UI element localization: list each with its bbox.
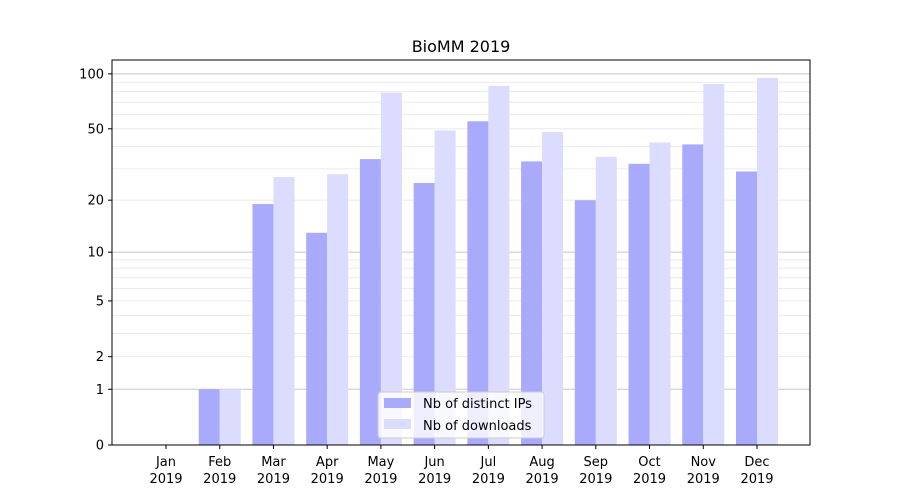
x-tick-label: Aug — [529, 455, 554, 470]
y-tick-label: 100 — [79, 67, 104, 82]
x-tick-label-year: 2019 — [740, 472, 773, 487]
bar-distinct-ips — [521, 161, 543, 445]
x-tick-label: Apr — [316, 455, 339, 470]
x-tick-label: Sep — [584, 455, 609, 470]
y-tick-label: 20 — [87, 194, 104, 209]
bar-downloads — [757, 77, 778, 445]
x-tick-label-year: 2019 — [579, 472, 612, 487]
x-tick-label-year: 2019 — [418, 472, 451, 487]
bar-distinct-ips — [306, 232, 328, 445]
x-tick-label: Jan — [155, 455, 176, 470]
y-tick-label: 2 — [96, 350, 104, 365]
bar-distinct-ips — [467, 121, 489, 445]
x-tick-label-year: 2019 — [149, 472, 182, 487]
x-tick-label-year: 2019 — [311, 472, 344, 487]
bar-distinct-ips — [252, 204, 274, 445]
x-tick-label: Jul — [480, 455, 497, 470]
x-tick-label-year: 2019 — [633, 472, 666, 487]
bar-distinct-ips — [628, 163, 650, 445]
legend-label-downloads: Nb of downloads — [423, 419, 532, 434]
x-tick-label: May — [367, 455, 394, 470]
x-tick-label: Oct — [638, 455, 660, 470]
bar-downloads — [595, 156, 617, 445]
legend-swatch-ips — [384, 398, 411, 408]
bar-downloads — [542, 132, 564, 445]
y-tick-label: 50 — [87, 122, 104, 137]
x-axis: Jan 2019 Feb 2019 Mar 2019 Apr 2019 May 2019 Jun 20… — [149, 445, 774, 487]
y-axis: 0 1 2 5 10 20 50 100 — [79, 67, 112, 454]
x-tick-label-year: 2019 — [687, 472, 720, 487]
legend-swatch-downloads — [384, 419, 411, 429]
x-tick-label-year: 2019 — [364, 472, 397, 487]
bar-downloads — [649, 142, 671, 445]
bar-distinct-ips — [413, 182, 435, 446]
legend-label-ips: Nb of distinct IPs — [423, 397, 532, 412]
bars — [198, 77, 778, 446]
bar-downloads — [327, 174, 349, 445]
bar-distinct-ips — [682, 144, 704, 445]
chart-title: BioMM 2019 — [412, 37, 511, 56]
bar-downloads — [380, 92, 402, 445]
bar-distinct-ips — [359, 159, 381, 445]
bar-downloads — [434, 130, 456, 445]
x-tick-label: Nov — [691, 455, 717, 470]
bar-downloads — [703, 84, 725, 445]
x-tick-label: Mar — [261, 455, 286, 470]
bar-distinct-ips — [736, 171, 757, 446]
x-tick-label: Feb — [208, 455, 231, 470]
y-tick-label: 10 — [87, 246, 104, 261]
legend: Nb of distinct IPs Nb of downloads — [377, 391, 545, 439]
y-tick-label: 5 — [96, 294, 104, 309]
y-tick-label: 1 — [96, 383, 104, 398]
y-tick-label: 0 — [96, 439, 104, 454]
bar-downloads — [273, 177, 295, 445]
x-tick-label: Jun — [423, 455, 444, 470]
x-tick-label-year: 2019 — [257, 472, 290, 487]
x-tick-label-year: 2019 — [203, 472, 236, 487]
bar-downloads — [488, 85, 510, 445]
bar-downloads — [219, 389, 241, 445]
bar-distinct-ips — [574, 200, 596, 445]
x-tick-label: Dec — [744, 455, 769, 470]
x-tick-label-year: 2019 — [526, 472, 559, 487]
x-tick-label-year: 2019 — [472, 472, 505, 487]
bar-distinct-ips — [198, 389, 220, 445]
